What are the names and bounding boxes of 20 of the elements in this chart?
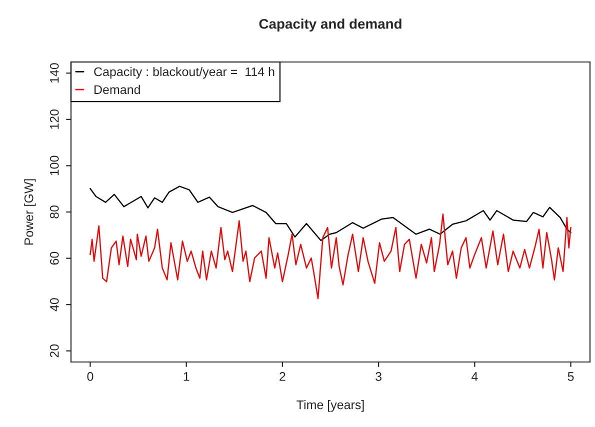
y-tick-label: 140 — [50, 63, 59, 83]
x-tick-label: 3 — [376, 372, 382, 381]
line-series — [90, 186, 572, 242]
y-tick-label: 60 — [50, 252, 59, 265]
y-axis-title: Power [GW] — [24, 179, 36, 245]
y-tick-label: 40 — [50, 298, 59, 312]
line-series — [90, 213, 572, 300]
chart-title: Capacity and demand — [259, 18, 402, 32]
x-axis-title: Time [years] — [296, 400, 364, 412]
x-tick-label: 5 — [568, 372, 574, 381]
legend-label: Capacity : blackout/year = 114 h — [94, 67, 274, 79]
y-tick-label: 120 — [50, 109, 59, 129]
x-tick-label: 2 — [280, 372, 286, 381]
x-tick-label: 1 — [184, 372, 190, 381]
y-tick-label: 100 — [50, 156, 59, 176]
y-tick-label: 80 — [50, 206, 59, 218]
x-tick-label: 0 — [87, 372, 94, 381]
x-tick-label: 4 — [471, 372, 478, 381]
y-tick-label: 20 — [50, 344, 59, 358]
legend-label: Demand — [94, 84, 140, 94]
